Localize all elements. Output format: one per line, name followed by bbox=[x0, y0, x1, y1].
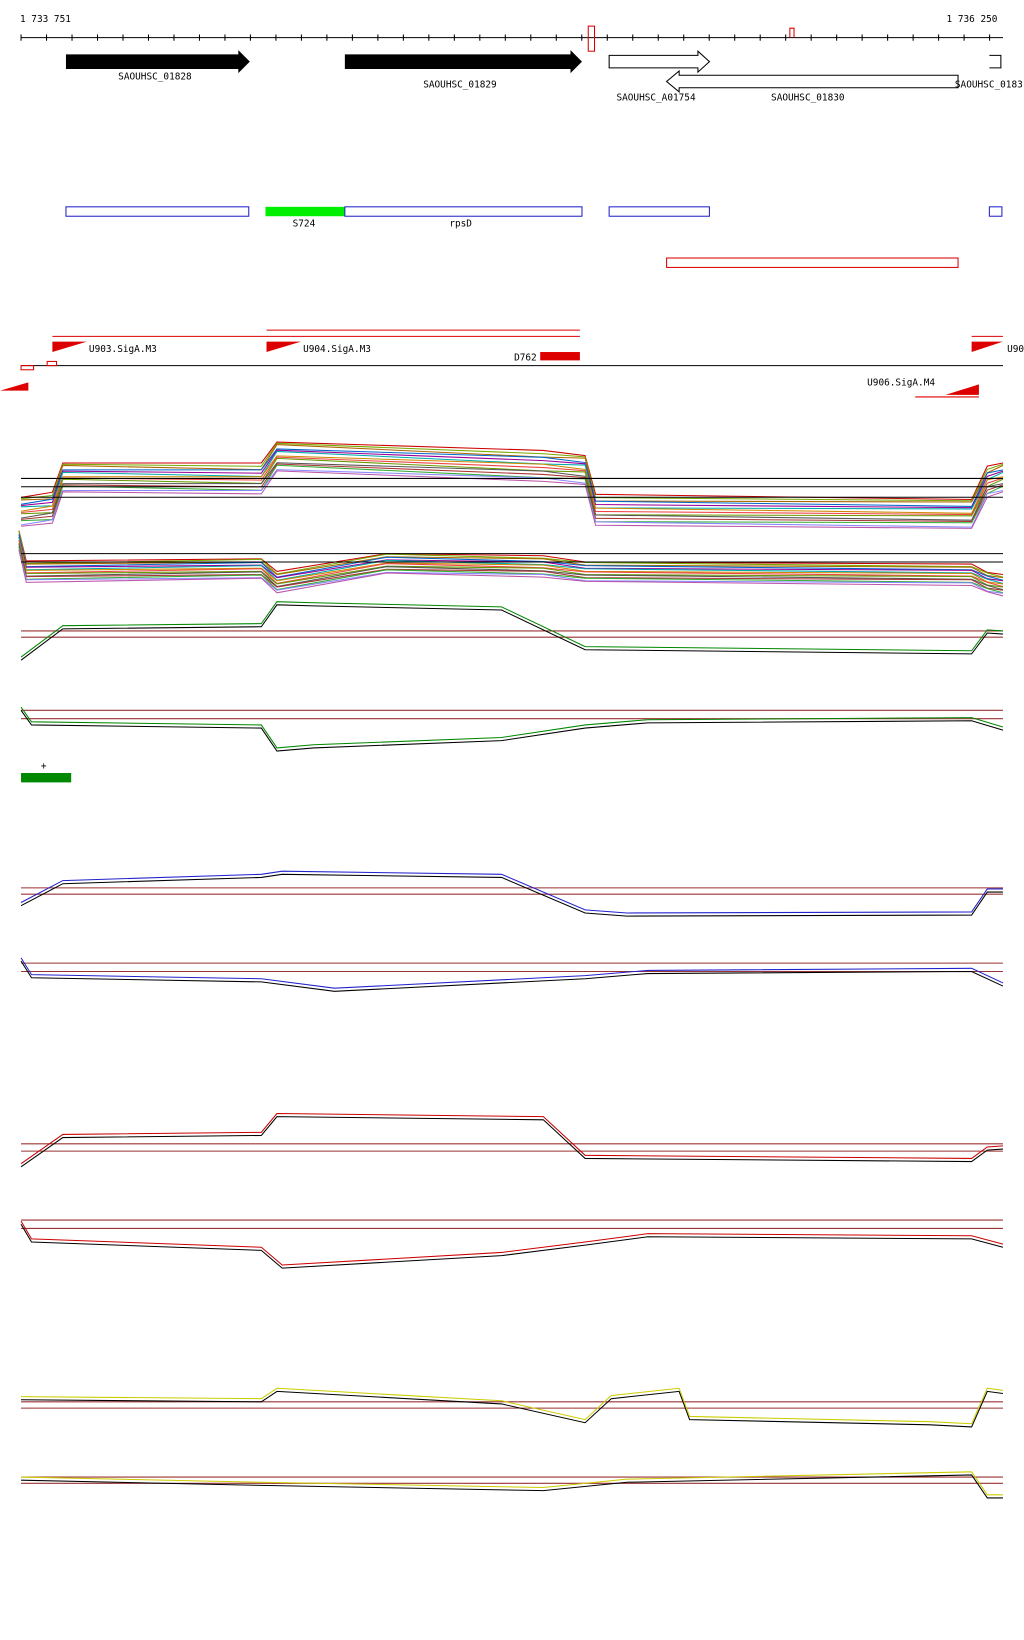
signal-line bbox=[20, 463, 1004, 522]
signal-line bbox=[21, 1471, 1003, 1496]
ruler-end: 1 736 250 bbox=[947, 14, 998, 25]
signal-line bbox=[18, 546, 1004, 594]
signal-line bbox=[20, 706, 1004, 749]
feature-box bbox=[65, 206, 250, 217]
ruler-marker bbox=[587, 25, 596, 52]
signal-line bbox=[18, 533, 1004, 579]
promoters: U903.SigA.M3 U904.SigA.M3 D762 U90 U906.… bbox=[0, 329, 1024, 398]
signal-line bbox=[21, 1387, 1004, 1425]
signal-line bbox=[20, 1113, 1003, 1165]
promoter-box bbox=[46, 360, 58, 367]
signal-line bbox=[18, 536, 1004, 582]
ruler-start: 1 733 751 bbox=[20, 14, 71, 25]
signal-line bbox=[20, 960, 1004, 992]
gene-arrow bbox=[65, 50, 250, 74]
signal-line bbox=[20, 870, 1003, 914]
promoter-flag bbox=[971, 341, 1003, 364]
signal-line bbox=[18, 534, 1004, 581]
gene-arrow bbox=[665, 69, 959, 94]
signal-line bbox=[20, 441, 1004, 501]
feature-box bbox=[344, 206, 583, 217]
signal-line bbox=[18, 543, 1004, 591]
promoter-label: U90 bbox=[1007, 344, 1024, 355]
promoter-flag bbox=[945, 367, 979, 395]
signal-line bbox=[20, 470, 1004, 529]
signal-line bbox=[20, 873, 1003, 917]
gene-arrow bbox=[344, 50, 582, 74]
feature-box bbox=[666, 257, 959, 268]
signal-line bbox=[20, 710, 1004, 752]
signal-line bbox=[21, 1390, 1004, 1428]
signal-line bbox=[18, 549, 1004, 594]
genes: SAOUHSC_01828 SAOUHSC_01829 SAOUHSC_A017… bbox=[65, 50, 1023, 103]
strand-label: + bbox=[41, 761, 47, 772]
ruler: 1 733 751 1 736 250 bbox=[20, 14, 1003, 52]
gene-arrow bbox=[989, 54, 1002, 69]
signal-line bbox=[21, 1474, 1003, 1499]
signal-line bbox=[18, 540, 1004, 588]
promoter-label: U904.SigA.M3 bbox=[303, 344, 371, 355]
signal-line bbox=[20, 442, 1004, 502]
promoter-box bbox=[540, 352, 580, 361]
signal-line bbox=[20, 604, 1003, 661]
signal-line bbox=[18, 539, 1004, 585]
signal-line bbox=[20, 448, 1004, 507]
signal-line bbox=[20, 601, 1003, 658]
feature-box bbox=[608, 206, 710, 217]
feature-label: rpsD bbox=[449, 219, 472, 230]
promoter-box bbox=[20, 365, 35, 371]
ruler-marker bbox=[789, 27, 795, 38]
feature-box bbox=[265, 206, 345, 217]
signal-line bbox=[20, 1220, 1004, 1266]
features: S724 rpsD bbox=[65, 206, 1003, 268]
strand-bar bbox=[21, 772, 72, 783]
promoter-label: U903.SigA.M3 bbox=[89, 344, 157, 355]
gene-label: SAOUHSC_01830 bbox=[771, 92, 845, 103]
promoter-label: U906.SigA.M4 bbox=[867, 377, 935, 388]
signal-line bbox=[18, 546, 1004, 591]
ruler-ticks bbox=[20, 34, 991, 41]
gene-label: SAOUHSC_0183 bbox=[955, 80, 1023, 91]
signal-line bbox=[18, 543, 1004, 588]
signal-line bbox=[20, 957, 1004, 989]
signal-line bbox=[20, 456, 1004, 516]
promoter-flag bbox=[266, 341, 301, 364]
promoter-flag bbox=[52, 341, 87, 364]
signal-line bbox=[18, 530, 1004, 576]
gene-label: SAOUHSC_01829 bbox=[423, 80, 497, 91]
signal-line bbox=[20, 462, 1004, 521]
signal-line bbox=[20, 1223, 1004, 1269]
signal-tracks bbox=[18, 441, 1004, 1499]
feature-box bbox=[988, 206, 1003, 217]
gene-label: SAOUHSC_01828 bbox=[118, 71, 192, 82]
gene-label: SAOUHSC_A01754 bbox=[616, 92, 695, 103]
gene-arrow bbox=[608, 50, 711, 74]
promoter-flag bbox=[0, 367, 29, 391]
signal-line bbox=[18, 549, 1004, 597]
promoter-label: D762 bbox=[514, 352, 537, 363]
feature-label: S724 bbox=[293, 219, 316, 230]
signal-line bbox=[20, 1116, 1003, 1168]
